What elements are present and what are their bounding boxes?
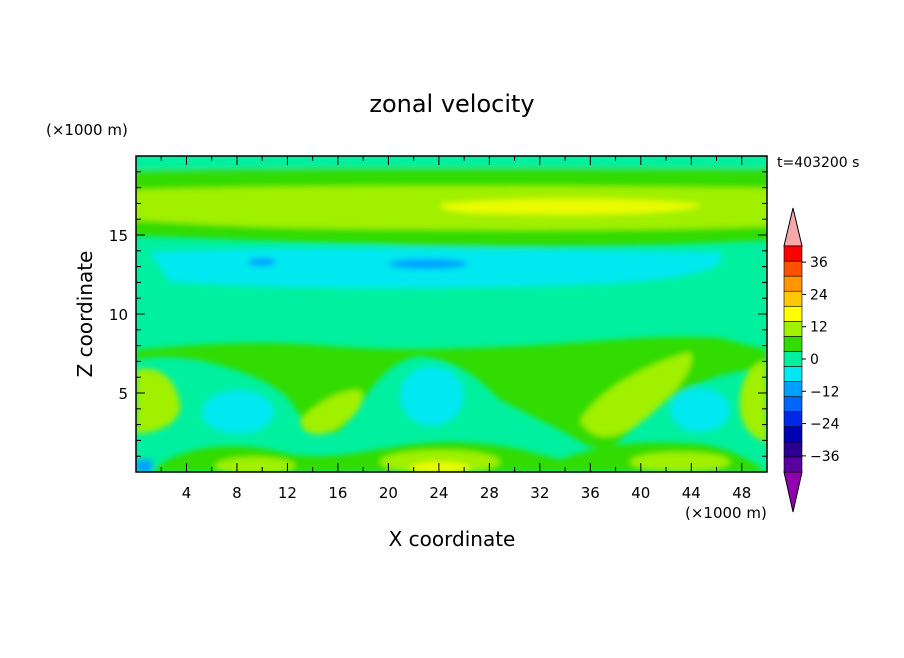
x-tick-label: 20 <box>379 484 398 502</box>
colorbar-tick-label: −12 <box>810 384 840 400</box>
y-tick-label: 10 <box>109 306 128 324</box>
colorbar-over-arrow <box>783 207 803 247</box>
x-tick-label: 48 <box>732 484 751 502</box>
colorbar: 36 24 12 0 −12 −24 −36 <box>783 207 840 513</box>
y-tick-label: 5 <box>118 385 128 403</box>
x-tick-label: 36 <box>581 484 600 502</box>
time-label: t=403200 s <box>777 155 859 171</box>
x-tick-label: 28 <box>480 484 499 502</box>
colorbar-swatch <box>783 426 803 443</box>
region-lower-lobe-2 <box>300 390 363 435</box>
x-tick-label: 32 <box>530 484 549 502</box>
y-unit-label: (×1000 m) <box>46 121 128 139</box>
colorbar-tick-label: 24 <box>810 287 828 303</box>
x-tick-label: 4 <box>182 484 192 502</box>
colorbar-swatch <box>783 275 803 292</box>
x-tick-label: 12 <box>278 484 297 502</box>
colorbar-swatch <box>783 260 803 277</box>
region-surface-max-core <box>410 462 470 472</box>
colorbar-tick-label: 12 <box>810 320 828 336</box>
contour-field <box>136 156 767 472</box>
region-surface-max-1 <box>215 457 295 472</box>
colorbar-tick-label: −24 <box>810 417 840 433</box>
region-lower-minimum-1 <box>202 390 274 434</box>
plot-area <box>136 156 767 472</box>
chart-title: zonal velocity <box>369 90 534 118</box>
colorbar-swatch <box>783 321 803 337</box>
region-lower-lobe-3 <box>136 368 181 434</box>
colorbar-tick-label: 0 <box>810 352 819 368</box>
region-mid-minimum-core-2 <box>388 259 468 269</box>
region-mid-minimum-core-1 <box>248 258 276 266</box>
x-tick-label: 40 <box>631 484 650 502</box>
region-lower-lobe-4 <box>739 360 767 442</box>
colorbar-swatch <box>783 336 803 352</box>
region-upper-jet-max <box>440 198 700 215</box>
colorbar-swatch <box>783 351 803 367</box>
y-tick-label: 15 <box>109 227 128 245</box>
colorbar-swatch <box>783 396 803 413</box>
colorbar-swatch <box>783 411 803 428</box>
colorbar-swatch <box>783 245 803 262</box>
x-tick-label: 8 <box>232 484 242 502</box>
colorbar-swatch <box>783 441 803 458</box>
colorbar-swatch <box>783 381 803 397</box>
colorbar-swatch <box>783 305 803 322</box>
region-corner-minimum <box>136 460 152 472</box>
x-tick-label: 24 <box>429 484 448 502</box>
region-top-edge <box>136 156 767 170</box>
region-lower-lobe-1 <box>580 352 692 437</box>
region-surface-max-3 <box>630 452 730 472</box>
colorbar-under-arrow <box>783 471 803 513</box>
x-tick-label: 44 <box>682 484 701 502</box>
colorbar-swatch <box>783 456 803 473</box>
region-lower-minimum-3 <box>670 388 730 432</box>
region-surface-max-2 <box>380 450 500 472</box>
colorbar-swatch <box>783 290 803 307</box>
x-unit-label: (×1000 m) <box>685 504 767 522</box>
colorbar-swatch <box>783 366 803 382</box>
region-lower-minimum-2 <box>400 366 464 426</box>
x-axis-label: X coordinate <box>389 527 516 551</box>
colorbar-tick-label: 36 <box>810 255 828 271</box>
colorbar-tick-label: −36 <box>810 449 840 465</box>
x-tick-label: 16 <box>328 484 347 502</box>
y-axis-label: Z coordinate <box>73 251 97 378</box>
